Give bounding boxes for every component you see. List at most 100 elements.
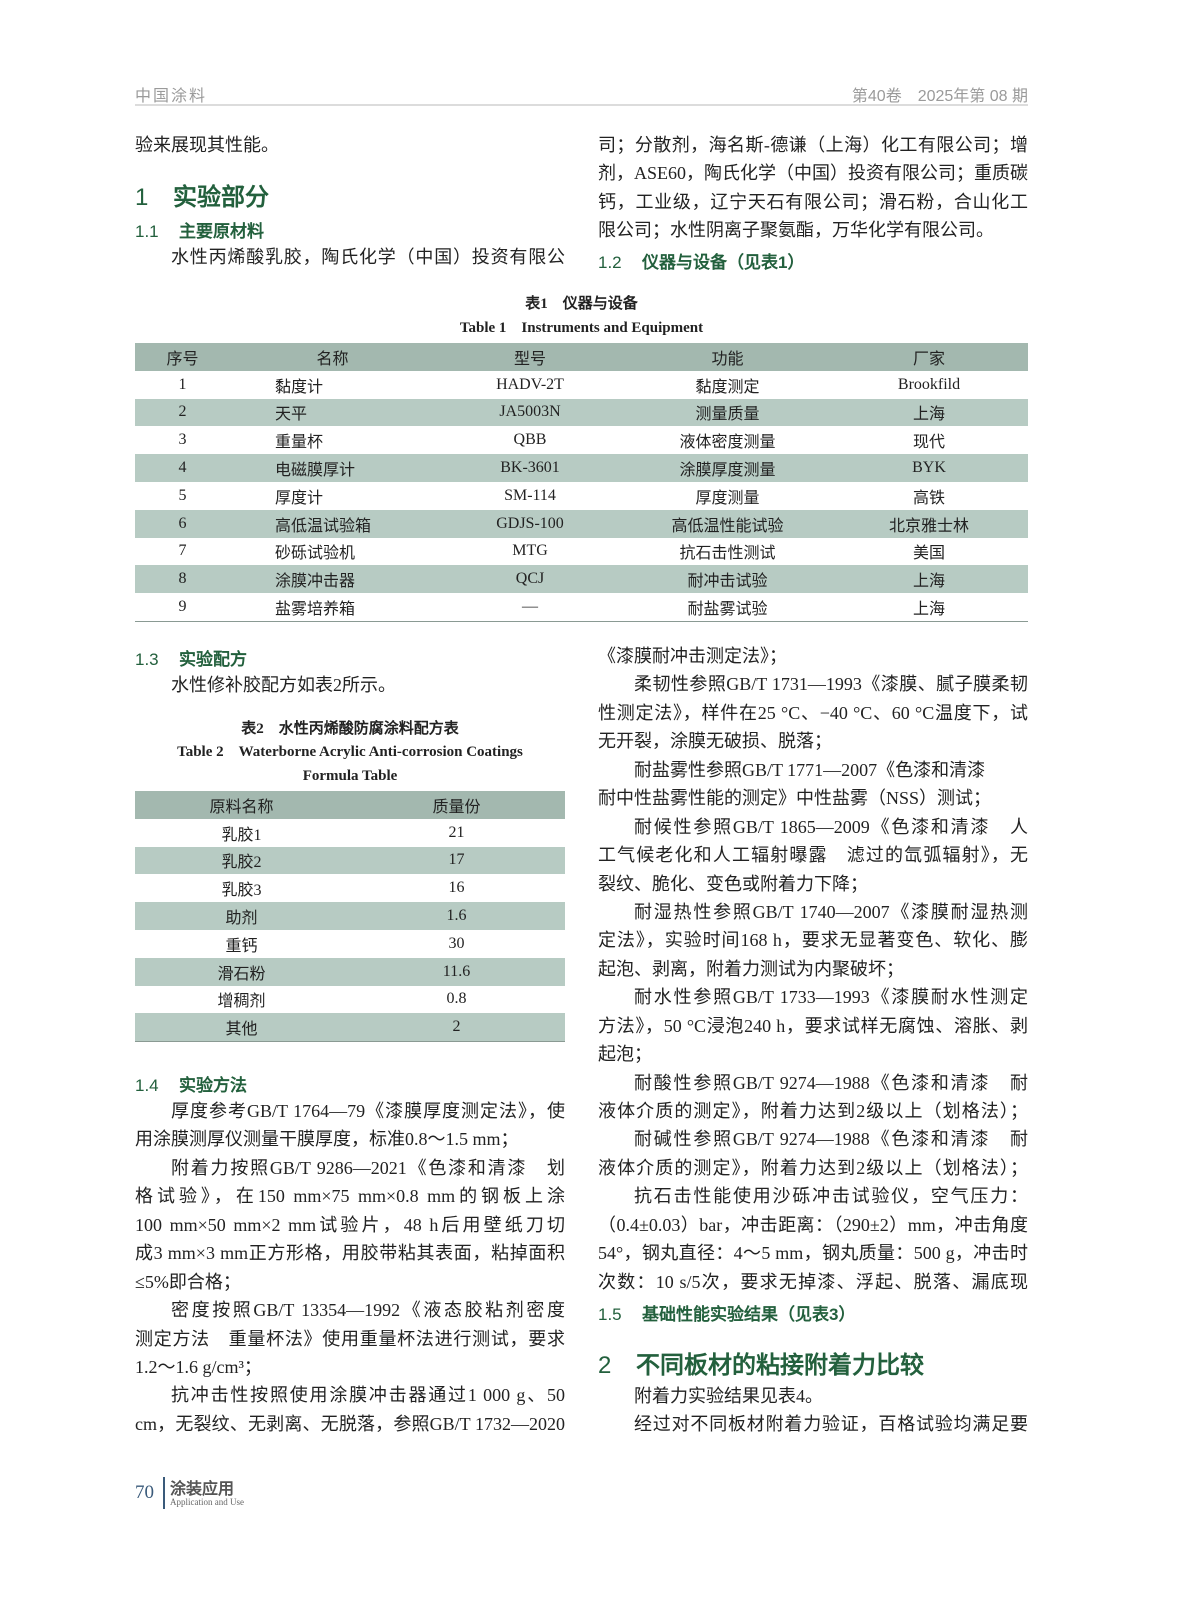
- table-cell: 增稠剂: [217, 993, 266, 1011]
- table-row: 滑石粉 11.6: [135, 957, 565, 986]
- text-line: 工气候老化和人工辐射曝露 滤过的氙弧辐射》，无: [598, 845, 1028, 866]
- table-row: 4 电磁膜厚计 BK-3601 涂膜厚度测量 BYK: [135, 454, 1028, 482]
- section-title: 仪器与设备（见表1）: [642, 253, 805, 272]
- table-cell: 5: [178, 486, 187, 504]
- text-line: 柔韧性参照GB/T 1731—1993《漆膜、腻子膜柔韧: [634, 674, 1028, 695]
- table2-formula: 原料名称 质量份 乳胶1 21 乳胶2 17 乳胶3 16 助剂 1.6 重钙 30 滑石粉 11.6 增稠…: [135, 791, 565, 1043]
- text-line: 起泡、剥离，附着力测试为内聚破坏；: [598, 958, 904, 979]
- table-cell: 7: [178, 542, 187, 560]
- paragraph-materials: 水性丙烯酸乳胶，陶氏化学（中国）投资有限公: [135, 243, 565, 271]
- section-title: 主要原材料: [179, 222, 264, 241]
- text-line: 测定方法 重量杯法》使用重量杯法进行测试，要求: [135, 1328, 565, 1349]
- table-row: 乳胶1 21: [135, 819, 565, 847]
- column-header: 原料名称: [209, 798, 274, 816]
- text-line: 液体介质的测定》，附着力达到2级以上（划格法）；: [598, 1101, 1028, 1121]
- table-cell: 厚度测量: [695, 489, 760, 507]
- table-cell: 8: [178, 570, 187, 588]
- paragraph-methods: 厚度参考GB/T 1764—79《漆膜厚度测定法》，使用涂膜测厚仪测量干膜厚度，…: [135, 1097, 565, 1438]
- text-line: 《漆膜耐冲击测定法》；: [598, 646, 787, 666]
- table-cell: GDJS-100: [496, 514, 564, 532]
- text-line: 无开裂，涂膜无破损、脱落；: [598, 731, 832, 752]
- table-cell: BK-3601: [500, 459, 560, 477]
- table-cell: 2: [178, 403, 187, 421]
- section-title: 基础性能实验结果（见表3）: [642, 1305, 856, 1324]
- section-1-4-heading: 1.4 实验方法: [135, 1071, 247, 1096]
- text-line: 54°，钢丸直径：4～5 mm，钢丸质量：500 g，冲击时间/: [598, 1243, 1028, 1264]
- section-title: 不同板材的粘接附着力比较: [636, 1352, 924, 1379]
- table1-caption-cn: 表1 仪器与设备: [525, 296, 638, 312]
- text-line: 耐水性参照GB/T 1733—1993《漆膜耐水性测定: [634, 987, 1028, 1008]
- text-line: 格试验》，在150 mm×75 mm×0.8 mm的钢板上涂: [135, 1186, 565, 1207]
- table1-instruments: 序号 名称 型号 功能 厂家 1 黏度计 HADV-2T 黏度测定 Brookfild 2 天平 JA5…: [135, 343, 1028, 622]
- table-cell: 11.6: [442, 962, 471, 980]
- table2-caption-en: Table 2 Waterborne Acrylic Anti-corrosio…: [177, 744, 523, 760]
- table-row: 2 天平 JA5003N 测量质量 上海: [135, 398, 1028, 427]
- table-row: 助剂 1.6: [135, 902, 565, 930]
- table-cell: 助剂: [225, 910, 258, 928]
- text-line: 1.2～1.6 g/cm³；: [135, 1356, 262, 1377]
- text-line: 耐碱性参照GB/T 9274—1988《色漆和清漆 耐: [634, 1129, 1028, 1150]
- text-line: （0.4±0.03）bar，冲击距离：（290±2）mm，冲击角度: [598, 1214, 1028, 1235]
- table-cell: QBB: [513, 431, 547, 449]
- table2-caption-en-2: Formula Table: [302, 768, 398, 784]
- text-line: 附着力按照GB/T 9286—2021《色漆和清漆 划: [171, 1157, 565, 1178]
- table-cell: 测量质量: [695, 406, 760, 424]
- paragraph-formula: 水性修补胶配方如表2所示。: [135, 671, 565, 699]
- text-line: 验来展现其性能。: [135, 135, 279, 155]
- footer-section-en: Application and Use: [170, 1497, 244, 1507]
- text-line: 钙，工业级，辽宁天石有限公司；滑石粉，合山化工有: [598, 191, 1028, 212]
- text-line: 耐中性盐雾性能的测定》中性盐雾（NSS）测试；: [598, 788, 992, 809]
- section-1-5-heading: 1.5 基础性能实验结果（见表3）: [598, 1300, 855, 1325]
- column-header: 质量份: [432, 798, 481, 816]
- table-cell: 涂膜厚度测量: [679, 462, 776, 480]
- text-line: 耐候性参照GB/T 1865—2009《色漆和清漆 人: [634, 816, 1028, 837]
- text-line: 定法》，实验时间168 h，要求无显著变色、软化、膨胀、: [598, 930, 1028, 951]
- section-number: 1.1: [135, 222, 159, 241]
- text-line: 用涂膜测厚仪测量干膜厚度，标准0.8～1.5 mm；: [135, 1129, 519, 1150]
- text-line: 水性修补胶配方如表2所示。: [171, 675, 396, 695]
- table-cell: 1.6: [446, 907, 467, 925]
- section-number: 1: [135, 184, 149, 211]
- table-cell: MTG: [512, 542, 548, 560]
- table-cell: JA5003N: [499, 403, 561, 421]
- table-cell: 现代: [912, 434, 945, 452]
- table-cell: 3: [178, 431, 187, 449]
- table-cell: BYK: [912, 459, 946, 477]
- table-cell: 乳胶3: [221, 882, 262, 900]
- table-header-row: 原料名称 质量份: [135, 791, 565, 819]
- section-title: 实验方法: [179, 1076, 247, 1095]
- paragraph-intro: 验来展现其性能。: [135, 131, 565, 159]
- text-line: 剂，ASE60，陶氏化学（中国）投资有限公司；重质碳酸: [598, 163, 1028, 184]
- column-header: 型号: [513, 350, 546, 368]
- table-cell: 上海: [912, 406, 945, 424]
- table-row: 3 重量杯 QBB 液体密度测量 现代: [135, 426, 1028, 454]
- table-cell: 美国: [912, 545, 945, 563]
- footer-divider: [163, 1477, 165, 1509]
- table-row: 乳胶2 17: [135, 846, 565, 875]
- text-line: 裂纹、脆化、变色或附着力下降；: [598, 873, 868, 894]
- table-cell: 砂砾试验机: [275, 545, 356, 563]
- text-line: 厚度参考GB/T 1764—79《漆膜厚度测定法》，使: [171, 1101, 565, 1121]
- text-line: 成3 mm×3 mm正方形格，用胶带粘其表面，粘掉面积: [135, 1243, 565, 1264]
- text-line: 起泡；: [598, 1044, 652, 1065]
- text-line: 100 mm×50 mm×2 mm试验片，48 h后用壁纸刀切: [135, 1214, 565, 1235]
- table-cell: 0.8: [446, 990, 467, 1008]
- text-line: ≤5%即合格；: [135, 1271, 241, 1292]
- table-row: 重钙 30: [135, 930, 565, 958]
- table-cell: 重钙: [225, 937, 258, 955]
- table-row: 6 高低温试验箱 GDJS-100 高低温性能试验 北京雅士林: [135, 509, 1028, 538]
- section-number: 2: [598, 1352, 612, 1379]
- table-cell: 厚度计: [275, 489, 324, 507]
- table-row: 其他 2: [135, 1013, 565, 1042]
- table-cell: SM-114: [504, 486, 556, 504]
- section-1-2-heading: 1.2 仪器与设备（见表1）: [598, 248, 804, 273]
- section-number: 1.2: [598, 253, 622, 272]
- column-header: 名称: [316, 350, 349, 368]
- text-line: cm，无裂纹、无剥离、无脱落，参照GB/T 1732—2020: [135, 1413, 565, 1434]
- table-cell: 盐雾培养箱: [275, 601, 356, 619]
- table-header-row: 序号 名称 型号 功能 厂家: [135, 343, 1028, 371]
- table-cell: 黏度计: [275, 378, 324, 396]
- table-cell: 30: [448, 934, 465, 952]
- table-cell: 乳胶1: [221, 826, 262, 844]
- table-cell: 涂膜冲击器: [275, 573, 356, 591]
